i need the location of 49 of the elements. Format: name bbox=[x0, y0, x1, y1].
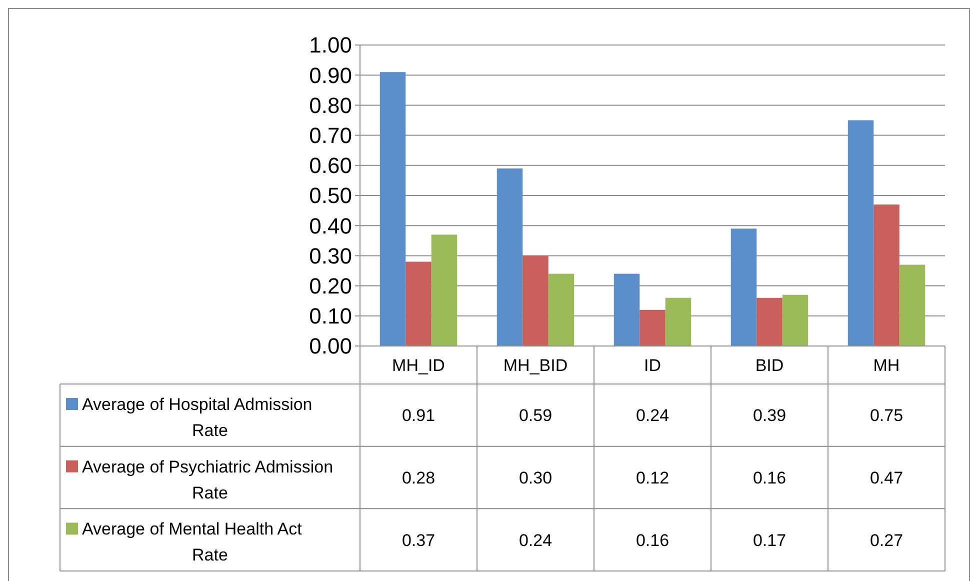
data-label: 0.12 bbox=[636, 468, 670, 488]
data-label: 0.39 bbox=[752, 406, 786, 426]
legend-label: Average of Hospital Admission Rate bbox=[82, 394, 312, 440]
bar bbox=[782, 294, 808, 346]
data-label: 0.24 bbox=[636, 406, 670, 426]
bar bbox=[380, 72, 406, 346]
x-tick-label: MH_BID bbox=[503, 356, 568, 375]
y-tick-label: 0.50 bbox=[309, 183, 352, 208]
bar bbox=[899, 264, 926, 346]
data-label: 0.47 bbox=[870, 468, 904, 488]
bar bbox=[665, 298, 692, 346]
x-tick-label: BID bbox=[755, 356, 784, 375]
bar bbox=[548, 274, 574, 346]
x-tick-label: MH_ID bbox=[392, 356, 445, 375]
bar bbox=[756, 298, 782, 346]
bar bbox=[614, 274, 640, 346]
x-tick-label: ID bbox=[644, 356, 661, 375]
y-tick-label: 0.60 bbox=[309, 153, 352, 178]
y-tick-label: 0.70 bbox=[309, 123, 352, 148]
data-label: 0.59 bbox=[518, 406, 552, 426]
x-tick-label: MH bbox=[873, 356, 900, 375]
y-tick-label: 0.40 bbox=[309, 213, 352, 238]
data-label: 0.27 bbox=[870, 530, 904, 550]
data-label: 0.91 bbox=[402, 406, 436, 426]
legend-label: Average of Psychiatric Admission Rate bbox=[82, 457, 334, 502]
data-label: 0.16 bbox=[636, 530, 670, 550]
y-tick-label: 0.20 bbox=[309, 274, 352, 298]
bar bbox=[431, 234, 458, 346]
bar bbox=[522, 256, 548, 346]
bar bbox=[848, 120, 874, 346]
data-label: 0.30 bbox=[518, 468, 552, 488]
data-label: 0.37 bbox=[402, 530, 436, 550]
data-label: 0.16 bbox=[752, 468, 786, 488]
y-tick-label: 0.10 bbox=[309, 304, 352, 329]
y-tick-label: 0.80 bbox=[309, 92, 352, 118]
data-label: 0.75 bbox=[870, 406, 904, 426]
bar bbox=[496, 168, 523, 346]
y-tick-label: 0.00 bbox=[309, 334, 352, 359]
bar bbox=[406, 262, 432, 346]
legend-label: Average of Mental Health Act Rate bbox=[82, 520, 302, 565]
y-tick-label: 0.30 bbox=[309, 243, 352, 268]
y-tick-label: 0.90 bbox=[309, 62, 352, 88]
data-label: 0.28 bbox=[402, 468, 436, 488]
y-tick-label: 1.00 bbox=[309, 32, 352, 58]
data-label: 0.24 bbox=[518, 530, 552, 550]
bar bbox=[874, 204, 900, 346]
bar bbox=[640, 310, 666, 346]
bar bbox=[730, 228, 757, 346]
data-label: 0.17 bbox=[752, 530, 786, 550]
